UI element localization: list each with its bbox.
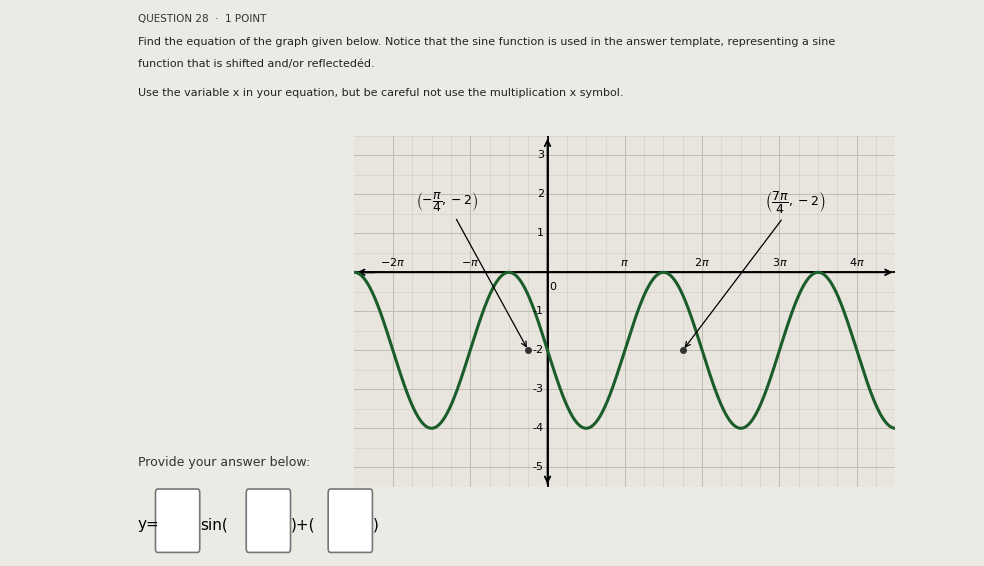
Text: function that is shifted and/or reflectedéd.: function that is shifted and/or reflecte…: [138, 59, 374, 70]
Text: $2\pi$: $2\pi$: [694, 256, 710, 268]
Text: -4: -4: [532, 423, 544, 434]
FancyBboxPatch shape: [246, 489, 290, 552]
Text: $3\pi$: $3\pi$: [771, 256, 787, 268]
Text: 1: 1: [537, 228, 544, 238]
Text: $-2\pi$: $-2\pi$: [380, 256, 405, 268]
Text: y=: y=: [138, 517, 159, 532]
Text: 0: 0: [549, 282, 557, 292]
Text: -5: -5: [532, 462, 544, 472]
Text: $4\pi$: $4\pi$: [849, 256, 865, 268]
Text: -2: -2: [532, 345, 544, 355]
Text: QUESTION 28  ·  1 POINT: QUESTION 28 · 1 POINT: [138, 14, 266, 24]
Text: 2: 2: [536, 189, 544, 199]
FancyBboxPatch shape: [329, 489, 373, 552]
Text: $\left(\dfrac{7\pi}{4}, -2\right)$: $\left(\dfrac{7\pi}{4}, -2\right)$: [685, 189, 826, 347]
Text: $\pi$: $\pi$: [621, 259, 629, 268]
Text: Provide your answer below:: Provide your answer below:: [138, 456, 310, 469]
Text: -3: -3: [532, 384, 544, 395]
Text: Use the variable x in your equation, but be careful not use the multiplication x: Use the variable x in your equation, but…: [138, 88, 623, 98]
Text: ): ): [373, 517, 378, 532]
Text: $-\pi$: $-\pi$: [461, 259, 479, 268]
Text: Find the equation of the graph given below. Notice that the sine function is use: Find the equation of the graph given bel…: [138, 37, 835, 47]
FancyBboxPatch shape: [155, 489, 200, 552]
Text: sin(: sin(: [200, 517, 227, 532]
Text: )+(: )+(: [290, 517, 315, 532]
Text: $\left(-\dfrac{\pi}{4}, -2\right)$: $\left(-\dfrac{\pi}{4}, -2\right)$: [416, 190, 526, 346]
Text: 3: 3: [537, 151, 544, 160]
Text: -1: -1: [532, 306, 544, 316]
